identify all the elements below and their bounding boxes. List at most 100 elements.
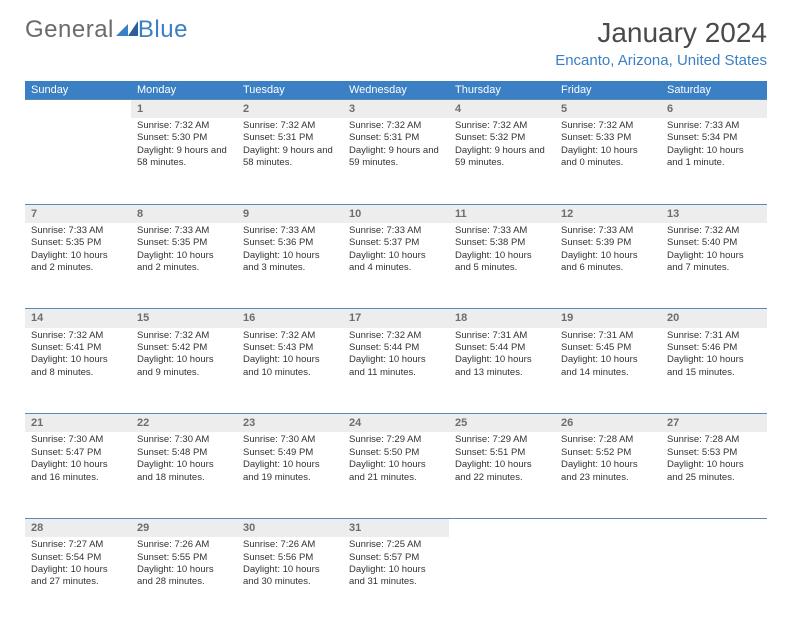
day-number-cell: 20 bbox=[661, 309, 767, 328]
day-content-cell: Sunrise: 7:28 AMSunset: 5:52 PMDaylight:… bbox=[555, 432, 661, 518]
day-number-cell: 21 bbox=[25, 414, 131, 433]
day-content-cell: Sunrise: 7:30 AMSunset: 5:47 PMDaylight:… bbox=[25, 432, 131, 518]
daylight-text: Daylight: 10 hours and 19 minutes. bbox=[243, 459, 337, 484]
logo-mark-icon bbox=[116, 18, 138, 36]
day-number-cell: 10 bbox=[343, 204, 449, 223]
sunrise-text: Sunrise: 7:32 AM bbox=[243, 330, 337, 342]
day-content-row: Sunrise: 7:30 AM Sunset: 5:47 PM Daylight:… bbox=[25, 432, 767, 518]
day-header: Saturday bbox=[661, 81, 767, 100]
day-number-row: 21222324252627 bbox=[25, 414, 767, 433]
day-number-cell: 11 bbox=[449, 204, 555, 223]
day-content-row: Sunrise: 7:32 AMSunset: 5:41 PMDaylight:… bbox=[25, 328, 767, 414]
sunset-text: Sunset: 5:41 PM bbox=[31, 342, 125, 354]
daylight-text: Daylight: 10 hours and 1 minute. bbox=[667, 145, 761, 170]
daylight-text: Daylight: 10 hours and 15 minutes. bbox=[667, 354, 761, 379]
day-number-row: 78910111213 bbox=[25, 204, 767, 223]
location-text: Encanto, Arizona, United States bbox=[555, 52, 767, 69]
day-content-cell: Sunrise: 7:33 AMSunset: 5:36 PMDaylight:… bbox=[237, 223, 343, 309]
daylight-text: Daylight: 9 hours and 58 minutes. bbox=[137, 145, 231, 170]
day-number-cell: 16 bbox=[237, 309, 343, 328]
sunset-text: Sunset: 5:45 PM bbox=[561, 342, 655, 354]
day-header-row: Sunday Monday Tuesday Wednesday Thursday… bbox=[25, 81, 767, 100]
sunset-text: Sunset: 5:49 PM bbox=[243, 447, 337, 459]
sunrise-text: Sunrise: 7:28 AM bbox=[561, 434, 655, 446]
day-number-cell: 3 bbox=[343, 99, 449, 118]
day-number-cell: 24 bbox=[343, 414, 449, 433]
sunset-text: Sunset: 5:36 PM bbox=[243, 237, 337, 249]
day-content-cell bbox=[555, 537, 661, 623]
day-content-cell: Sunrise: 7:32 AMSunset: 5:32 PMDaylight:… bbox=[449, 118, 555, 204]
day-number-cell: 28 bbox=[25, 518, 131, 537]
day-content-cell: Sunrise: 7:33 AMSunset: 5:38 PMDaylight:… bbox=[449, 223, 555, 309]
day-number-row: 28293031 bbox=[25, 518, 767, 537]
day-content-cell: Sunrise: 7:25 AMSunset: 5:57 PMDaylight:… bbox=[343, 537, 449, 623]
sunrise-text: Sunrise: 7:32 AM bbox=[561, 120, 655, 132]
day-content-cell: Sunrise: 7:29 AMSunset: 5:50 PMDaylight:… bbox=[343, 432, 449, 518]
sunrise-text: Sunrise: 7:33 AM bbox=[243, 225, 337, 237]
sunset-text: Sunset: 5:30 PM bbox=[137, 132, 231, 144]
sunrise-text: Sunrise: 7:33 AM bbox=[137, 225, 231, 237]
sunset-text: Sunset: 5:54 PM bbox=[31, 552, 125, 564]
sunset-text: Sunset: 5:44 PM bbox=[349, 342, 443, 354]
sunrise-text: Sunrise: 7:32 AM bbox=[243, 120, 337, 132]
day-number-cell: 18 bbox=[449, 309, 555, 328]
sunset-text: Sunset: 5:38 PM bbox=[455, 237, 549, 249]
day-content-cell: Sunrise: 7:31 AMSunset: 5:44 PMDaylight:… bbox=[449, 328, 555, 414]
sunset-text: Sunset: 5:34 PM bbox=[667, 132, 761, 144]
day-content-cell: Sunrise: 7:32 AMSunset: 5:41 PMDaylight:… bbox=[25, 328, 131, 414]
day-content-cell: Sunrise: 7:31 AMSunset: 5:45 PMDaylight:… bbox=[555, 328, 661, 414]
day-content-cell bbox=[449, 537, 555, 623]
day-number-cell: 6 bbox=[661, 99, 767, 118]
day-number-cell bbox=[661, 518, 767, 537]
daylight-text: Daylight: 10 hours and 8 minutes. bbox=[31, 354, 125, 379]
sunset-text: Sunset: 5:55 PM bbox=[137, 552, 231, 564]
day-content-cell: Sunrise: 7:32 AMSunset: 5:30 PMDaylight:… bbox=[131, 118, 237, 204]
day-content-row: Sunrise: 7:27 AMSunset: 5:54 PM Daylight:… bbox=[25, 537, 767, 623]
sunrise-text: Sunrise: 7:31 AM bbox=[667, 330, 761, 342]
sunset-text: Sunset: 5:43 PM bbox=[243, 342, 337, 354]
title-block: January 2024 Encanto, Arizona, United St… bbox=[555, 18, 767, 69]
day-content-cell: Sunrise: 7:33 AMSunset: 5:35 PMDaylight:… bbox=[25, 223, 131, 309]
sunrise-text: Sunrise: 7:30 AM bbox=[243, 434, 337, 446]
sunset-text: Sunset: 5:35 PM bbox=[31, 237, 125, 249]
day-number-cell: 15 bbox=[131, 309, 237, 328]
sunset-text: Sunset: 5:57 PM bbox=[349, 552, 443, 564]
day-number-cell bbox=[25, 99, 131, 118]
sunrise-text: Sunrise: 7:27 AM bbox=[31, 539, 125, 551]
daylight-text: Daylight: 10 hours and 13 minutes. bbox=[455, 354, 549, 379]
sunset-text: Sunset: 5:47 PM bbox=[31, 447, 125, 459]
sunset-text: Sunset: 5:56 PM bbox=[243, 552, 337, 564]
sunrise-text: Sunrise: 7:32 AM bbox=[137, 120, 231, 132]
day-content-cell: Sunrise: 7:31 AMSunset: 5:46 PMDaylight:… bbox=[661, 328, 767, 414]
sunset-text: Sunset: 5:48 PM bbox=[137, 447, 231, 459]
daylight-text: Daylight: 10 hours and 5 minutes. bbox=[455, 250, 549, 275]
day-number-cell: 27 bbox=[661, 414, 767, 433]
sunrise-text: Sunrise: 7:31 AM bbox=[561, 330, 655, 342]
sunrise-text: Sunrise: 7:29 AM bbox=[349, 434, 443, 446]
daylight-text: Daylight: 9 hours and 59 minutes. bbox=[349, 145, 443, 170]
sunrise-text: Sunrise: 7:29 AM bbox=[455, 434, 549, 446]
sunrise-text: Sunrise: 7:33 AM bbox=[349, 225, 443, 237]
sunrise-text: Sunrise: 7:30 AM bbox=[137, 434, 231, 446]
day-content-cell: Sunrise: 7:32 AMSunset: 5:31 PMDaylight:… bbox=[343, 118, 449, 204]
daylight-text: Daylight: 10 hours and 14 minutes. bbox=[561, 354, 655, 379]
sunset-text: Sunset: 5:31 PM bbox=[349, 132, 443, 144]
day-header: Thursday bbox=[449, 81, 555, 100]
daylight-text: Daylight: 10 hours and 22 minutes. bbox=[455, 459, 549, 484]
day-content-cell bbox=[25, 118, 131, 204]
sunset-text: Sunset: 5:31 PM bbox=[243, 132, 337, 144]
sunrise-text: Sunrise: 7:26 AM bbox=[243, 539, 337, 551]
page-header: General Blue January 2024 Encanto, Arizo… bbox=[25, 18, 767, 69]
daylight-text: Daylight: 10 hours and 30 minutes. bbox=[243, 564, 337, 589]
day-number-cell: 9 bbox=[237, 204, 343, 223]
day-content-cell: Sunrise: 7:33 AMSunset: 5:35 PMDaylight:… bbox=[131, 223, 237, 309]
day-content-cell: Sunrise: 7:30 AMSunset: 5:49 PMDaylight:… bbox=[237, 432, 343, 518]
day-content-row: Sunrise: 7:33 AM Sunset: 5:35 PM Daylight:… bbox=[25, 223, 767, 309]
day-content-cell: Sunrise: 7:32 AMSunset: 5:40 PMDaylight:… bbox=[661, 223, 767, 309]
day-number-cell: 1 bbox=[131, 99, 237, 118]
day-number-cell bbox=[555, 518, 661, 537]
sunset-text: Sunset: 5:42 PM bbox=[137, 342, 231, 354]
day-content-cell: Sunrise: 7:32 AMSunset: 5:43 PMDaylight:… bbox=[237, 328, 343, 414]
day-number-cell: 23 bbox=[237, 414, 343, 433]
brand-logo: General Blue bbox=[25, 18, 188, 42]
